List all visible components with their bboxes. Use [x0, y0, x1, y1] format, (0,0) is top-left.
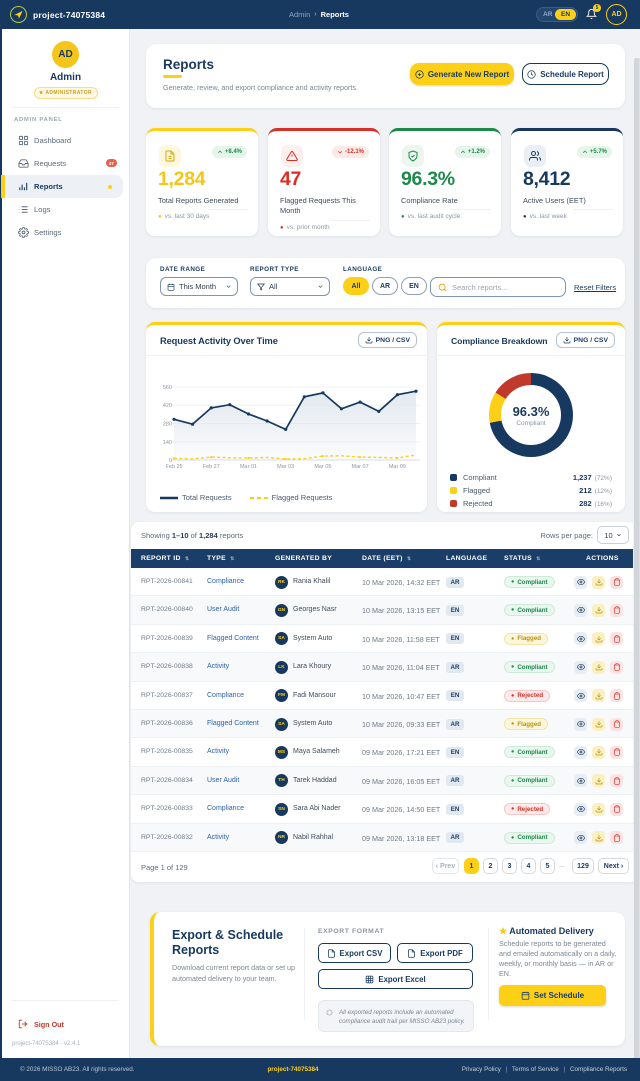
- svg-text:Mar 09: Mar 09: [389, 464, 406, 470]
- svg-text:280: 280: [163, 422, 172, 428]
- svg-text:560: 560: [163, 385, 172, 391]
- svg-text:140: 140: [163, 440, 172, 446]
- svg-text:Mar 01: Mar 01: [240, 464, 257, 470]
- svg-text:Mar 03: Mar 03: [277, 464, 294, 470]
- svg-text:Mar 05: Mar 05: [314, 464, 331, 470]
- svg-text:0: 0: [169, 458, 172, 464]
- svg-text:Mar 07: Mar 07: [352, 464, 369, 470]
- svg-text:Feb 27: Feb 27: [203, 464, 220, 470]
- svg-text:420: 420: [163, 403, 172, 409]
- svg-text:Feb 25: Feb 25: [165, 464, 182, 470]
